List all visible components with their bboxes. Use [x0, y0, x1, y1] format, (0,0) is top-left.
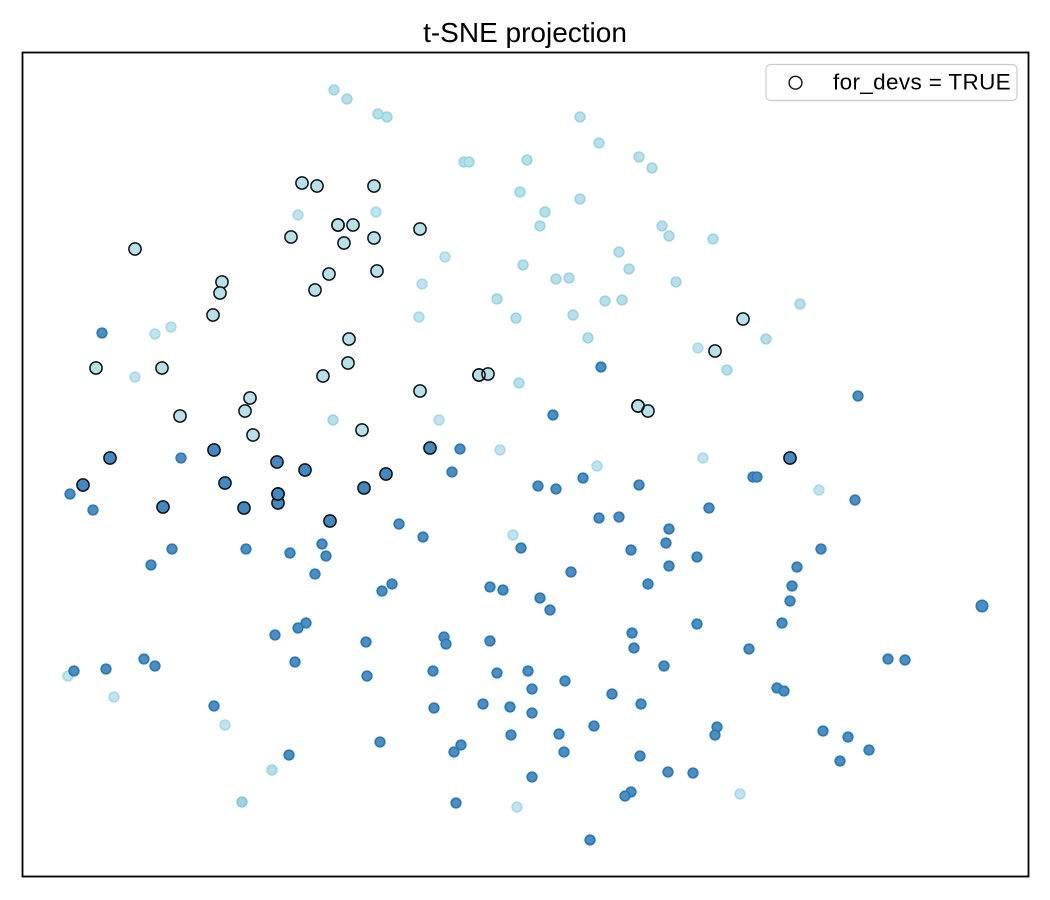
svg-text:for_devs = TRUE: for_devs = TRUE: [833, 70, 1011, 95]
svg-text:t-SNE projection: t-SNE projection: [423, 17, 627, 48]
